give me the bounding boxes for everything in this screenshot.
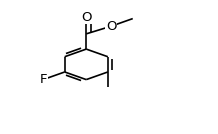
Text: O: O bbox=[81, 11, 92, 24]
Text: O: O bbox=[106, 20, 116, 33]
Text: F: F bbox=[39, 73, 47, 86]
